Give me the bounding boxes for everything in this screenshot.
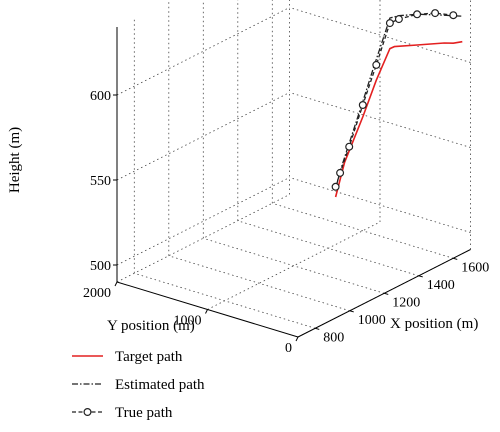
series-lines xyxy=(334,12,463,198)
true-path-marker xyxy=(358,100,367,109)
true-path-marker xyxy=(345,142,354,151)
true-path-marker xyxy=(331,182,340,191)
grid-line-back-z xyxy=(116,92,290,181)
y-tick-label: 0 xyxy=(285,341,292,356)
series-line-estimated xyxy=(335,13,463,186)
z-tick-label: 600 xyxy=(90,89,111,104)
tick-labels: 800 1000 1200 1400 1600 0 1000 2000 500 550 600 xyxy=(83,89,489,356)
true-path-marker xyxy=(431,9,440,18)
y-axis-label: Y position (m) xyxy=(107,318,195,334)
x-axis-label: X position (m) xyxy=(390,316,478,332)
true-path-marker xyxy=(413,10,422,19)
z-tick-label: 500 xyxy=(90,259,111,274)
z-tick-label: 550 xyxy=(90,174,111,189)
x-tick-label: 1400 xyxy=(427,278,455,293)
true-path-marker xyxy=(449,11,458,20)
x-tick-mark xyxy=(453,257,458,260)
series-line-target xyxy=(334,40,463,198)
grid-line-side-z xyxy=(289,92,471,148)
grid-line-floor-x xyxy=(272,202,454,259)
y-tick-mark xyxy=(205,309,208,314)
true-path-marker xyxy=(394,15,403,24)
grid-lines xyxy=(116,0,471,338)
x-tick-label: 1600 xyxy=(461,260,489,275)
legend: Target path Estimated path True path xyxy=(72,349,205,421)
grid-line-side-z xyxy=(289,177,471,233)
true-path-marker xyxy=(372,60,381,69)
x-tick-label: 1000 xyxy=(358,313,386,328)
legend-marker-true xyxy=(83,408,92,417)
x-tick-mark xyxy=(384,292,389,295)
x-tick-label: 1200 xyxy=(392,295,420,310)
grid-line-floor-y xyxy=(116,194,290,283)
grid-line-side-z xyxy=(289,7,471,63)
grid-line-floor-x xyxy=(203,237,385,294)
true-path-marker xyxy=(336,168,345,177)
z-axis-label: Height (m) xyxy=(7,127,23,193)
x-tick-mark xyxy=(349,310,354,313)
true-path-marker xyxy=(385,19,394,28)
legend-label-true: True path xyxy=(115,405,173,421)
legend-label-target: Target path xyxy=(115,349,183,365)
y-tick-mark xyxy=(114,281,118,287)
grid-line-floor-x xyxy=(168,255,350,312)
legend-label-estimated: Estimated path xyxy=(115,377,205,393)
grid-line-floor-y xyxy=(207,221,381,310)
x-tick-mark xyxy=(418,275,423,278)
y-tick-label: 2000 xyxy=(83,286,111,301)
y-tick-label: 1000 xyxy=(174,314,202,329)
grid-line-back-z xyxy=(116,7,290,96)
axes xyxy=(113,27,471,342)
y-tick-mark xyxy=(295,336,299,342)
grid-line-back-z xyxy=(116,177,290,266)
x-tick-label: 800 xyxy=(323,330,344,345)
series-markers xyxy=(331,9,458,191)
series-line-true xyxy=(334,12,454,188)
x-tick-mark xyxy=(315,327,320,330)
